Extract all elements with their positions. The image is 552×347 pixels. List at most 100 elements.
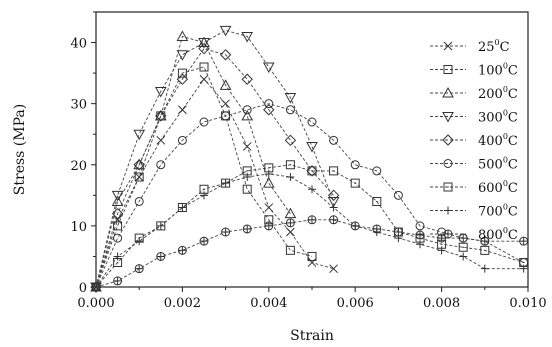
legend-label-200c: 2000C [478, 85, 518, 102]
data-point-700c [329, 203, 338, 212]
data-point-800c [393, 227, 403, 237]
data-point-300c [111, 190, 124, 202]
plot-frame [95, 11, 529, 288]
data-point-800c [221, 227, 231, 237]
data-point-200c [219, 79, 232, 90]
data-point-600c [329, 166, 339, 176]
data-point-700c [459, 252, 468, 261]
data-point-100c [177, 68, 187, 78]
data-point-100c [285, 245, 295, 255]
legend-marker-200c [442, 86, 454, 98]
series-700c [92, 169, 528, 291]
data-point-100c [113, 221, 123, 231]
data-point-200c [133, 158, 146, 170]
data-point-400c [176, 73, 189, 85]
legend-label-700c: 7000C [478, 203, 518, 220]
data-point-800c [156, 251, 166, 261]
legend-marker-300c [442, 112, 454, 123]
data-point-500c [350, 160, 360, 170]
legend-marker-800c [443, 229, 453, 239]
data-point-25c [178, 105, 187, 115]
series-400c [90, 42, 340, 293]
y-tick-label: 30 [70, 98, 87, 113]
y-tick-label: 20 [70, 159, 87, 174]
data-point-400c [155, 110, 167, 122]
data-point-500c [113, 233, 123, 243]
data-point-800c [307, 215, 317, 225]
data-point-200c [154, 109, 167, 121]
data-point-300c [284, 93, 297, 104]
legend: 250C 1000C 2000C 3000C 4000C 5000C 6000C 7000C 8… [430, 38, 518, 243]
data-point-500c [177, 135, 187, 145]
data-point-800c [415, 230, 425, 240]
data-point-600c [372, 196, 382, 206]
x-tick-label: 0.010 [509, 296, 546, 311]
data-point-800c [480, 236, 490, 246]
legend-marker-600c [443, 182, 453, 192]
data-point-500c [242, 105, 252, 115]
data-point-700c [113, 252, 122, 261]
data-point-100c [199, 62, 209, 72]
data-point-200c [284, 207, 297, 219]
data-point-500c [307, 117, 317, 127]
data-point-600c [350, 178, 360, 188]
legend-label-800c: 8000C [478, 226, 518, 243]
data-point-800c [177, 245, 187, 255]
data-point-600c [264, 163, 274, 173]
data-point-700c [243, 173, 252, 181]
x-axis-title: Strain [290, 328, 334, 344]
series-500c [91, 99, 529, 292]
x-tick-label: 0.000 [77, 296, 114, 311]
series-line-100c [95, 66, 313, 288]
data-point-600c [307, 166, 317, 176]
data-point-200c [111, 195, 124, 206]
data-point-300c [133, 129, 146, 141]
x-tick-label: 0.006 [337, 296, 374, 311]
data-point-800c [437, 233, 447, 243]
data-point-400c [133, 159, 145, 171]
data-point-800c [519, 236, 529, 246]
data-point-300c [241, 31, 254, 43]
legend-marker-700c [444, 206, 452, 215]
data-point-200c [176, 30, 189, 41]
series-200c [90, 30, 297, 292]
data-point-600c [285, 160, 295, 170]
y-tick-label: 10 [70, 220, 87, 235]
data-point-400c [219, 49, 232, 61]
data-point-500c [134, 196, 144, 206]
data-point-400c [306, 165, 318, 177]
data-point-500c [285, 105, 295, 115]
series-800c [91, 215, 529, 292]
data-point-200c [262, 177, 275, 188]
legend-label-600c: 6000C [478, 179, 518, 196]
data-point-400c [241, 73, 253, 85]
data-point-300c [176, 50, 189, 61]
data-point-700c [308, 185, 316, 194]
data-point-25c [242, 142, 252, 151]
legend-marker-400c [442, 134, 454, 146]
data-point-400c [284, 134, 297, 147]
data-point-400c [198, 42, 210, 55]
data-point-800c [91, 282, 101, 292]
series-line-300c [95, 29, 335, 288]
legend-label-500c: 5000C [478, 156, 518, 173]
data-point-800c [134, 264, 144, 274]
data-point-500c [199, 117, 209, 127]
data-point-800c [329, 215, 339, 225]
data-point-300c [306, 141, 318, 153]
data-point-800c [458, 233, 468, 243]
legend-label-100c: 1000C [478, 62, 518, 79]
data-point-700c [437, 246, 446, 255]
data-point-800c [285, 218, 295, 228]
series-line-25c [95, 78, 334, 288]
data-point-200c [241, 109, 254, 121]
y-axis-title: Stress (MPa) [12, 104, 28, 195]
series-line-700c [95, 173, 524, 288]
legend-label-25c: 250C [478, 38, 510, 55]
data-point-300c [198, 38, 210, 49]
data-point-600c [458, 242, 468, 252]
data-point-25c [221, 99, 230, 109]
y-tick-label: 0 [79, 281, 87, 296]
data-point-700c [480, 264, 489, 273]
data-point-500c [415, 221, 425, 231]
